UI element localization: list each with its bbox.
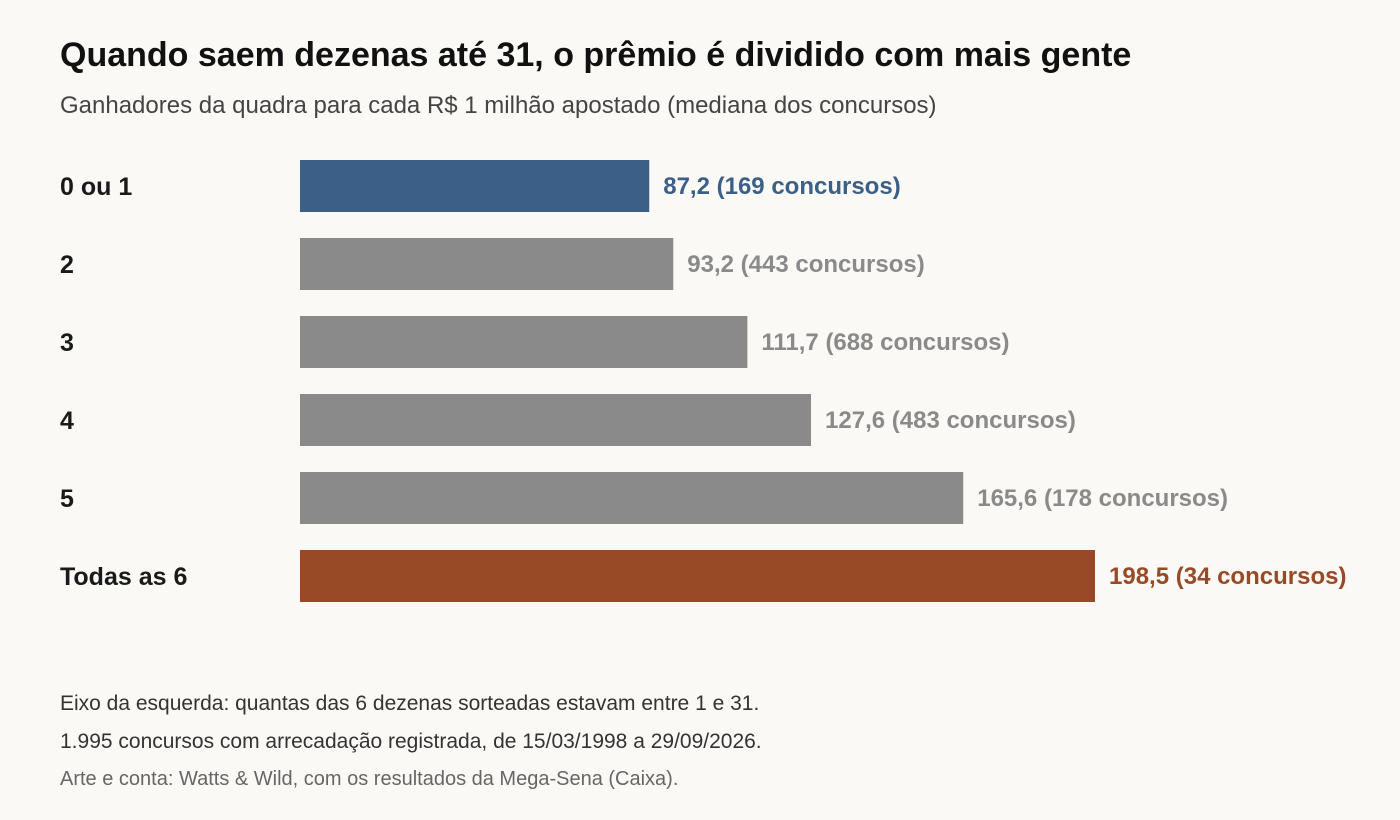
bar	[300, 160, 650, 212]
category-label: 0 ou 1	[60, 173, 132, 201]
bar	[300, 316, 748, 368]
source-credit: Arte e conta: Watts & Wild, com os resul…	[60, 768, 679, 790]
sample-note: 1.995 concursos com arrecadação registra…	[60, 730, 762, 753]
chart-subtitle: Ganhadores da quadra para cada R$ 1 milh…	[60, 92, 937, 119]
category-label: 4	[60, 407, 74, 435]
bar	[300, 472, 964, 524]
data-label: 111,7 (688 concursos)	[761, 329, 1009, 356]
bar	[300, 394, 812, 446]
data-label: 93,2 (443 concursos)	[687, 251, 924, 278]
category-label: Todas as 6	[60, 563, 187, 591]
bar	[300, 238, 674, 290]
data-label: 198,5 (34 concursos)	[1109, 563, 1346, 590]
axis-note: Eixo da esquerda: quantas das 6 dezenas …	[60, 692, 760, 715]
bar	[300, 550, 1095, 602]
chart-title: Quando saem dezenas até 31, o prêmio é d…	[60, 36, 1132, 74]
data-label: 127,6 (483 concursos)	[825, 407, 1076, 434]
category-label: 2	[60, 251, 74, 279]
data-label: 165,6 (178 concursos)	[977, 485, 1228, 512]
data-label: 87,2 (169 concursos)	[663, 173, 900, 200]
category-label: 5	[60, 485, 74, 513]
category-label: 3	[60, 329, 74, 357]
bar-chart: 0 ou 1 87,2 (169 concursos) 2 93,2 (443 con…	[60, 160, 1346, 602]
